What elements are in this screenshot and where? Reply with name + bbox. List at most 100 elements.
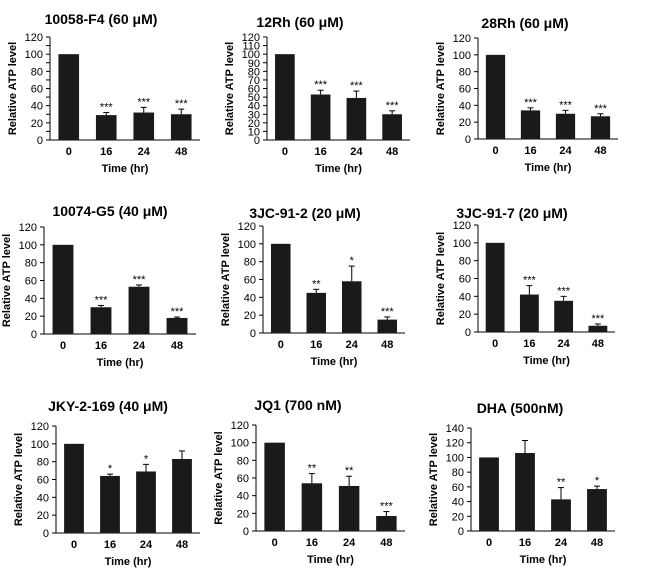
y-tick-label: 40 (237, 491, 249, 503)
bar-0 (264, 442, 285, 531)
y-axis-label: Relative ATP level (428, 433, 440, 526)
y-axis-label: Relative ATP level (435, 232, 447, 325)
y-tick-label: 60 (459, 274, 471, 286)
bar-16 (519, 294, 539, 332)
chart-title: 10058-F4 (60 μM) (45, 11, 158, 27)
x-tick-label: 24 (350, 146, 363, 158)
y-tick-label: 60 (25, 276, 37, 288)
x-tick-label: 48 (594, 145, 606, 157)
y-tick-label: 20 (25, 311, 37, 323)
x-tick-label: 16 (306, 537, 318, 549)
significance-marker: *** (95, 294, 109, 306)
chart-panel: 28Rh (60 μM) 0 20 40 60 80 100 120 Relative ATP … (435, 15, 618, 174)
bar-16 (95, 115, 117, 140)
y-tick-label: 20 (248, 118, 260, 130)
bar-24 (551, 499, 571, 531)
x-axis-label: Time (hr) (105, 556, 152, 568)
y-tick-label: 50 (248, 92, 260, 104)
significance-marker: ** (308, 463, 317, 475)
y-tick-label: 0 (254, 135, 260, 147)
chart-panel: 10074-G5 (40 μM) 0 20 40 60 80 100 120 Relative … (1, 203, 196, 369)
y-tick-label: 20 (31, 118, 43, 130)
y-tick-label: 110 (242, 41, 260, 53)
x-tick-label: 24 (138, 146, 151, 158)
x-tick-label: 48 (175, 146, 187, 158)
y-tick-label: 100 (242, 49, 260, 61)
x-axis-label: Time (hr) (97, 357, 144, 369)
chart-title: DHA (500nM) (477, 400, 564, 416)
significance-marker: *** (100, 102, 114, 114)
y-tick-label: 80 (37, 457, 49, 469)
bar-16 (310, 94, 331, 140)
x-tick-label: 48 (381, 339, 393, 351)
significance-marker: *** (350, 80, 364, 92)
y-tick-label: 20 (237, 508, 249, 520)
bar-48 (172, 458, 192, 533)
y-tick-label: 20 (244, 310, 256, 322)
x-tick-label: 48 (386, 146, 398, 158)
bar-48 (377, 319, 398, 333)
y-tick-label: 80 (25, 258, 37, 270)
bar-24 (341, 281, 362, 333)
significance-marker: *** (557, 285, 571, 297)
bar-0 (58, 54, 80, 140)
x-tick-label: 0 (492, 145, 498, 157)
x-tick-label: 48 (380, 537, 392, 549)
significance-marker: *** (524, 97, 538, 109)
x-tick-label: 48 (176, 539, 188, 551)
bar-48 (587, 489, 607, 531)
chart-panel: 3JC-91-7 (20 μM) 0 20 40 60 80 100 120 Relative … (435, 205, 615, 367)
y-tick-label: 80 (244, 257, 256, 269)
bar-48 (590, 116, 611, 139)
significance-marker: ** (312, 278, 321, 290)
chart-title: JKY-2-169 (40 μM) (48, 398, 168, 414)
y-tick-label: 60 (31, 84, 43, 96)
x-axis-label: Time (hr) (525, 162, 572, 174)
x-tick-label: 16 (524, 145, 536, 157)
bar-48 (588, 325, 608, 332)
y-tick-label: 40 (37, 492, 49, 504)
x-tick-label: 48 (591, 537, 603, 549)
bar-24 (133, 112, 155, 140)
y-tick-label: 40 (459, 291, 471, 303)
y-tick-label: 60 (248, 84, 260, 96)
bar-24 (554, 300, 574, 332)
significance-marker: *** (133, 274, 147, 286)
significance-marker: *** (314, 79, 328, 91)
bar-24 (346, 97, 367, 140)
chart-title: 28Rh (60 μM) (481, 15, 568, 31)
y-axis-label: Relative ATP level (13, 433, 25, 526)
y-tick-label: 60 (459, 84, 471, 96)
y-tick-label: 70 (248, 75, 260, 87)
chart-title: 12Rh (60 μM) (256, 14, 343, 30)
y-tick-label: 20 (459, 309, 471, 321)
y-tick-label: 120 (446, 438, 464, 450)
y-tick-label: 60 (244, 275, 256, 287)
chart-title: 3JC-91-7 (20 μM) (456, 205, 567, 221)
y-tick-label: 40 (459, 100, 471, 112)
y-tick-label: 40 (248, 101, 260, 113)
x-axis-label: Time (hr) (307, 554, 354, 566)
y-tick-label: 0 (465, 327, 471, 339)
y-tick-label: 30 (248, 109, 260, 121)
chart-panel: JQ1 (700 nM) 0 20 40 60 80 100 120 Relative ATP … (213, 397, 405, 566)
bar-0 (270, 243, 291, 333)
chart-title: 10074-G5 (40 μM) (52, 203, 167, 219)
significance-marker: *** (559, 99, 573, 111)
y-tick-label: 100 (446, 452, 464, 464)
y-tick-label: 40 (452, 497, 464, 509)
bar-0 (479, 457, 499, 531)
significance-marker: * (595, 475, 600, 487)
x-tick-label: 0 (282, 146, 288, 158)
y-tick-label: 0 (43, 528, 49, 540)
significance-marker: *** (594, 103, 608, 115)
y-tick-label: 40 (31, 101, 43, 113)
y-tick-label: 120 (453, 33, 471, 45)
x-tick-label: 16 (310, 339, 322, 351)
x-tick-label: 16 (519, 537, 531, 549)
y-tick-label: 20 (459, 117, 471, 129)
x-tick-label: 16 (95, 340, 107, 352)
x-tick-label: 24 (133, 340, 146, 352)
y-tick-label: 0 (31, 329, 37, 341)
